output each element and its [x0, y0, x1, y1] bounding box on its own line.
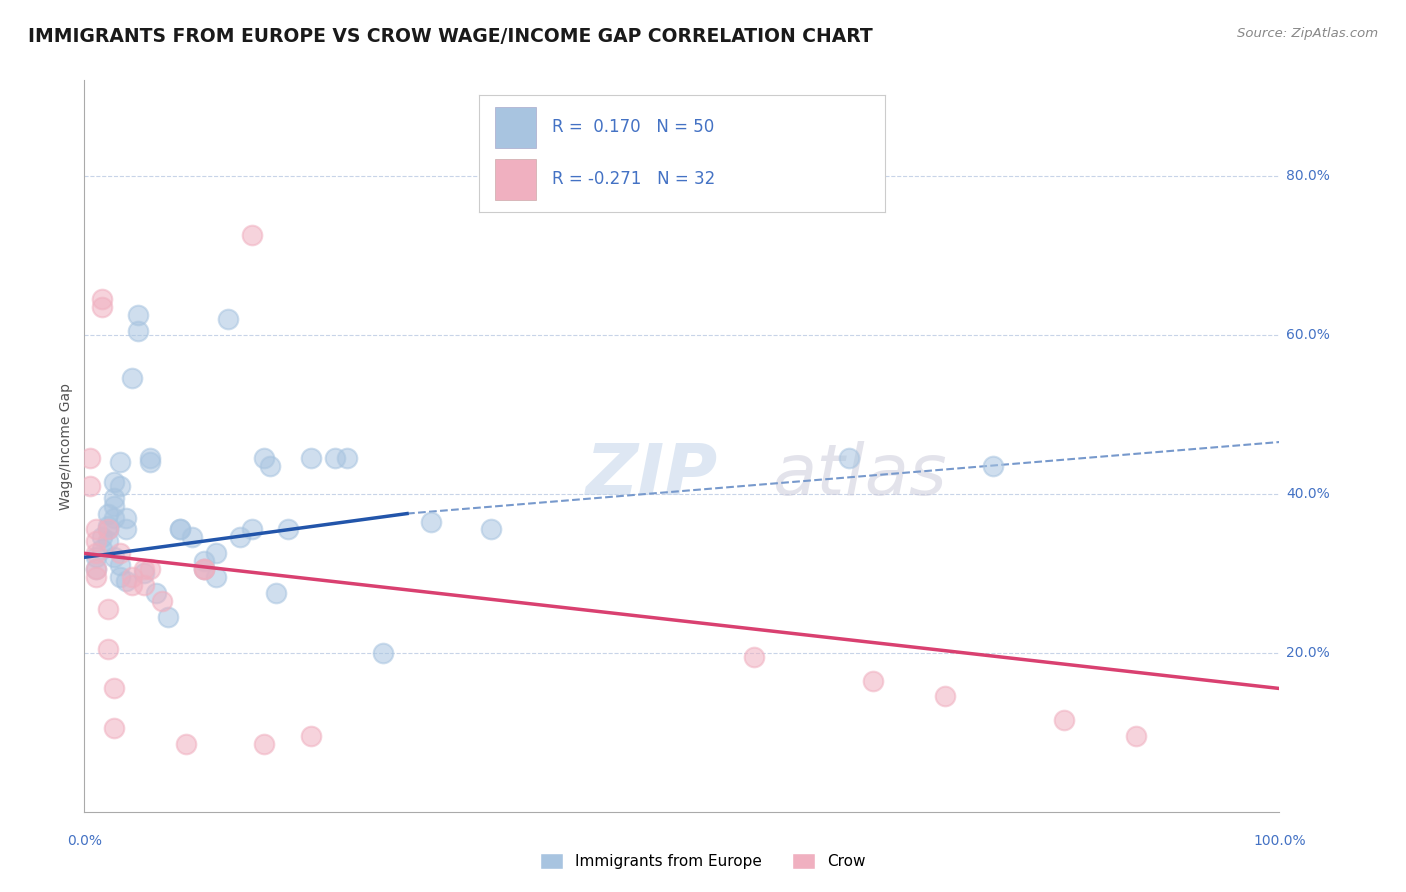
Point	[301, 729, 323, 743]
Point	[240, 523, 263, 537]
Point	[301, 450, 323, 465]
Point	[193, 562, 215, 576]
Text: atlas: atlas	[772, 441, 946, 509]
Point	[169, 523, 191, 537]
Text: Source: ZipAtlas.com: Source: ZipAtlas.com	[1237, 27, 1378, 40]
Point	[97, 523, 120, 537]
Point	[103, 681, 125, 696]
Point	[79, 450, 101, 465]
Point	[97, 534, 120, 549]
Point	[86, 562, 108, 576]
Point	[110, 558, 132, 573]
Point	[91, 542, 114, 557]
Point	[97, 518, 120, 533]
Point	[91, 292, 114, 306]
Point	[127, 308, 149, 322]
Text: IMMIGRANTS FROM EUROPE VS CROW WAGE/INCOME GAP CORRELATION CHART: IMMIGRANTS FROM EUROPE VS CROW WAGE/INCO…	[28, 27, 873, 45]
Point	[229, 530, 252, 544]
Point	[132, 578, 156, 592]
Point	[145, 586, 167, 600]
Point	[121, 570, 143, 584]
Point	[253, 737, 276, 751]
Point	[110, 479, 132, 493]
Point	[862, 673, 884, 688]
Point	[103, 550, 125, 565]
Point	[253, 450, 276, 465]
Point	[103, 491, 125, 505]
Point	[103, 721, 125, 735]
Point	[110, 455, 132, 469]
Point	[115, 510, 138, 524]
Point	[193, 562, 215, 576]
Text: 0.0%: 0.0%	[67, 834, 101, 848]
Point	[103, 510, 125, 524]
Point	[127, 324, 149, 338]
Point	[97, 602, 120, 616]
Point	[157, 610, 180, 624]
Legend: Immigrants from Europe, Crow: Immigrants from Europe, Crow	[534, 847, 872, 875]
Point	[91, 300, 114, 314]
Point	[132, 562, 156, 576]
Point	[115, 523, 138, 537]
Point	[479, 523, 502, 537]
Point	[97, 641, 120, 656]
Point	[86, 546, 108, 560]
Point	[103, 499, 125, 513]
Point	[86, 534, 108, 549]
Point	[150, 594, 173, 608]
Point	[139, 450, 162, 465]
Text: 100.0%: 100.0%	[1253, 834, 1306, 848]
Point	[86, 562, 108, 576]
Text: 60.0%: 60.0%	[1286, 327, 1330, 342]
Point	[193, 554, 215, 568]
Point	[139, 455, 162, 469]
Point	[97, 507, 120, 521]
Point	[110, 570, 132, 584]
Point	[325, 450, 347, 465]
Point	[277, 523, 299, 537]
Point	[934, 690, 956, 704]
Point	[79, 479, 101, 493]
Point	[121, 371, 143, 385]
Point	[110, 546, 132, 560]
Point	[181, 530, 204, 544]
Point	[336, 450, 359, 465]
Text: ZIP: ZIP	[586, 441, 718, 509]
Point	[103, 475, 125, 489]
Point	[205, 570, 228, 584]
Point	[91, 530, 114, 544]
Point	[205, 546, 228, 560]
Point	[174, 737, 197, 751]
Point	[981, 458, 1004, 473]
Point	[259, 458, 281, 473]
Point	[264, 586, 287, 600]
Point	[86, 523, 108, 537]
Point	[373, 646, 395, 660]
Point	[240, 228, 263, 243]
Point	[193, 562, 215, 576]
Point	[97, 523, 120, 537]
Y-axis label: Wage/Income Gap: Wage/Income Gap	[59, 383, 73, 509]
Point	[1125, 729, 1147, 743]
Point	[217, 311, 239, 326]
Text: 40.0%: 40.0%	[1286, 487, 1330, 500]
Point	[139, 562, 162, 576]
Point	[86, 570, 108, 584]
Point	[742, 649, 765, 664]
Point	[169, 523, 191, 537]
Point	[420, 515, 443, 529]
Point	[1053, 714, 1076, 728]
Text: 20.0%: 20.0%	[1286, 646, 1330, 660]
Point	[132, 566, 156, 581]
Text: 80.0%: 80.0%	[1286, 169, 1330, 183]
Point	[838, 450, 860, 465]
Point	[86, 550, 108, 565]
Point	[121, 578, 143, 592]
Point	[115, 574, 138, 589]
